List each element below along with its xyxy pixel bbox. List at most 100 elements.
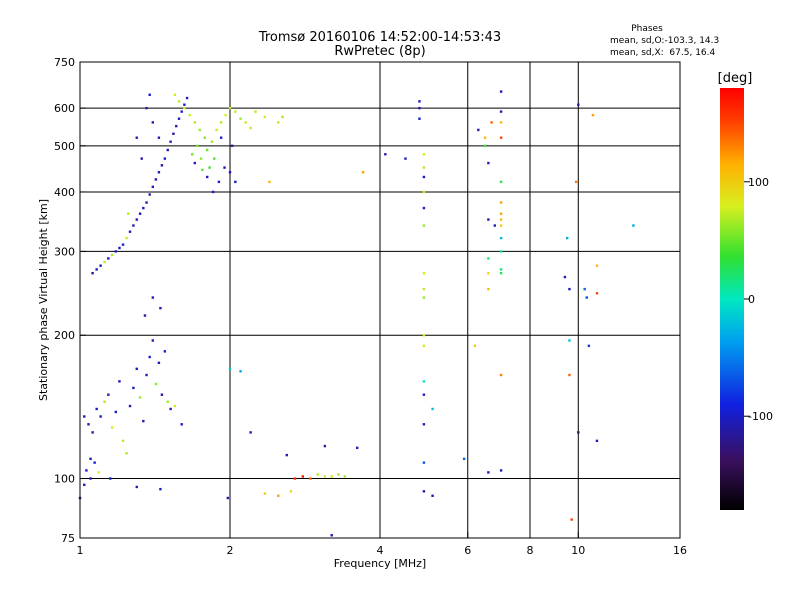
echo-point <box>263 492 267 495</box>
colorbar-tick-label: 100 <box>748 176 769 189</box>
echo-point <box>145 106 148 110</box>
echo-point <box>483 144 487 148</box>
x-tick-label: 8 <box>527 544 534 557</box>
echo-point <box>132 386 135 390</box>
echo-point <box>128 404 132 408</box>
echo-point <box>404 157 407 160</box>
echo-point <box>203 136 206 139</box>
echo-point <box>191 153 194 156</box>
echo-point <box>177 100 181 103</box>
echo-point <box>568 339 571 342</box>
echo-point <box>91 431 94 434</box>
echo-point <box>228 171 232 174</box>
echo-point <box>91 272 94 275</box>
echo-point <box>93 461 96 464</box>
echo-point <box>499 236 503 240</box>
colorbar-label: [deg] <box>718 71 753 86</box>
echo-point <box>103 260 106 264</box>
echo-point <box>169 140 172 143</box>
echo-point <box>89 477 92 480</box>
echo-point <box>151 185 155 189</box>
echo-point <box>499 268 503 271</box>
echo-point <box>487 287 490 291</box>
grid-lines <box>80 62 680 538</box>
echo-point <box>183 103 186 106</box>
echo-point <box>148 193 151 196</box>
echo-point <box>230 144 234 148</box>
echo-point <box>355 446 359 450</box>
echo-point <box>95 407 98 411</box>
echo-point <box>249 431 252 434</box>
echo-point <box>175 124 178 128</box>
echo-point <box>499 212 503 215</box>
echo-point <box>577 431 580 434</box>
echo-point <box>159 487 162 491</box>
echo-point <box>85 469 88 472</box>
echo-point <box>493 224 497 227</box>
echo-point <box>418 100 421 103</box>
echo-point <box>173 93 177 96</box>
echo-point <box>422 153 426 156</box>
echo-point <box>473 344 477 348</box>
echo-point <box>226 496 230 500</box>
echo-point <box>323 444 327 448</box>
echo-point <box>148 355 151 359</box>
echo-point <box>114 250 118 253</box>
echo-point <box>159 306 162 310</box>
echo-point <box>568 287 571 291</box>
echo-point <box>277 121 280 124</box>
echo-point <box>199 157 203 160</box>
phase-stats-heading: Phases <box>631 24 663 34</box>
y-tick-label: 400 <box>54 186 75 199</box>
echo-point <box>188 113 191 117</box>
echo-point <box>422 190 426 194</box>
y-tick-label: 300 <box>54 245 75 258</box>
echo-point <box>254 110 257 113</box>
echo-point <box>110 253 114 257</box>
echo-point <box>277 494 280 497</box>
plot-area: 1 2 4 6 8 10 16 75 100 200 300 400 500 600 750 <box>54 56 687 557</box>
echo-point <box>499 110 503 113</box>
echo-point <box>499 180 503 184</box>
echo-point <box>142 206 145 210</box>
echo-point <box>422 287 426 291</box>
echo-point <box>477 128 480 132</box>
echo-point <box>219 121 223 124</box>
colorbar-tick-label: -100 <box>748 410 773 423</box>
y-tick-label: 200 <box>54 329 75 342</box>
echo-point <box>160 164 164 167</box>
echo-point <box>422 296 426 299</box>
echo-point <box>121 243 125 246</box>
echo-point <box>585 296 588 299</box>
echo-point <box>151 296 155 299</box>
echo-point <box>224 113 227 117</box>
echo-point <box>422 490 426 493</box>
echo-point <box>114 410 118 414</box>
echo-point <box>234 180 237 184</box>
echo-point <box>135 367 138 371</box>
echo-point <box>166 148 169 152</box>
echo-point <box>574 180 578 184</box>
echo-point <box>499 121 503 124</box>
echo-point <box>107 257 110 260</box>
echo-point <box>97 471 100 474</box>
echo-point <box>595 264 599 267</box>
echo-point <box>422 272 426 275</box>
echo-point <box>293 477 297 480</box>
echo-point <box>422 206 426 210</box>
echo-point <box>361 171 365 174</box>
echo-point <box>145 373 148 377</box>
echo-point <box>118 380 121 383</box>
echo-point <box>330 475 333 478</box>
echo-point <box>587 344 591 348</box>
echo-point <box>89 457 92 461</box>
x-axis-label: Frequency [MHz] <box>334 557 426 570</box>
y-axis-label: Stationary phase Virtual Height [km] <box>37 199 50 401</box>
echo-point <box>487 471 490 474</box>
x-tick-label: 6 <box>464 544 471 557</box>
echo-point <box>244 121 247 124</box>
echo-point <box>87 423 90 426</box>
echo-point <box>239 117 242 120</box>
echo-point <box>135 485 138 489</box>
echo-point <box>180 423 183 426</box>
